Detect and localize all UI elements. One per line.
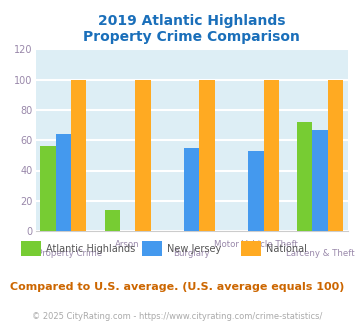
Text: Compared to U.S. average. (U.S. average equals 100): Compared to U.S. average. (U.S. average … xyxy=(10,282,345,292)
Text: Motor Vehicle Theft: Motor Vehicle Theft xyxy=(214,240,298,249)
Bar xyxy=(200,80,215,231)
Bar xyxy=(184,148,200,231)
Bar xyxy=(135,80,151,231)
Text: Burglary: Burglary xyxy=(173,249,210,258)
Text: Atlantic Highlands: Atlantic Highlands xyxy=(46,244,135,254)
Text: © 2025 CityRating.com - https://www.cityrating.com/crime-statistics/: © 2025 CityRating.com - https://www.city… xyxy=(32,312,323,321)
Text: All Property Crime: All Property Crime xyxy=(24,249,103,258)
Text: National: National xyxy=(266,244,307,254)
Text: Arson: Arson xyxy=(115,240,140,249)
Bar xyxy=(328,80,343,231)
Bar xyxy=(71,80,86,231)
Bar xyxy=(248,151,263,231)
Bar xyxy=(104,210,120,231)
Text: New Jersey: New Jersey xyxy=(167,244,221,254)
Bar xyxy=(40,146,56,231)
Title: 2019 Atlantic Highlands
Property Crime Comparison: 2019 Atlantic Highlands Property Crime C… xyxy=(83,14,300,44)
Bar xyxy=(312,130,328,231)
Bar xyxy=(263,80,279,231)
Bar xyxy=(56,134,71,231)
Bar xyxy=(297,122,312,231)
Text: Larceny & Theft: Larceny & Theft xyxy=(286,249,354,258)
